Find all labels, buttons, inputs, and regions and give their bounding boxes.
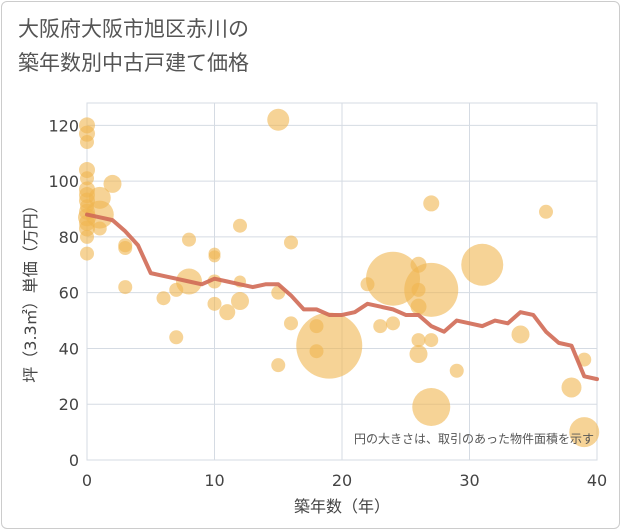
y-tick-label: 100 [48, 172, 79, 191]
data-bubble [80, 246, 94, 261]
data-bubble [80, 135, 94, 150]
x-tick-label: 10 [204, 471, 224, 490]
data-bubble [182, 232, 196, 247]
data-bubble [411, 333, 426, 348]
data-bubble [80, 229, 94, 244]
data-bubble [118, 241, 133, 256]
data-bubble [219, 304, 236, 321]
data-bubble [284, 316, 298, 331]
x-axis-label: 築年数（年） [294, 497, 390, 516]
data-bubble [360, 277, 375, 292]
data-bubble [569, 417, 600, 448]
x-tick-label: 30 [459, 471, 479, 490]
data-bubble [309, 319, 324, 334]
data-bubble [423, 195, 440, 212]
y-tick-label: 0 [69, 451, 79, 470]
data-bubble [409, 345, 428, 364]
y-tick-label: 60 [59, 284, 79, 303]
y-tick-label: 120 [48, 116, 79, 135]
data-bubble [271, 358, 286, 373]
y-tick-label: 80 [59, 228, 79, 247]
data-bubble [449, 363, 464, 378]
data-bubble [386, 316, 400, 331]
bubble-series [78, 108, 600, 448]
data-bubble [207, 296, 222, 311]
data-bubble [267, 108, 290, 131]
y-tick-label: 20 [59, 395, 79, 414]
y-tick-label: 40 [59, 339, 79, 358]
data-bubble [424, 333, 439, 348]
data-bubble [103, 174, 122, 193]
data-bubble [511, 325, 530, 344]
axis-ticks: 0 10 20 30 40 0 20 40 60 80 100 120 [48, 116, 607, 490]
trend-line [85, 212, 599, 382]
data-bubble [410, 256, 427, 273]
data-bubble [296, 312, 363, 379]
data-bubble [411, 282, 426, 297]
x-tick-label: 0 [82, 471, 92, 490]
chart-title-line-2: 築年数別中古戸建て価格 [18, 51, 249, 75]
y-axis-label: 坪（3.3㎡）単価（万円） [21, 197, 40, 382]
data-bubble [231, 292, 249, 311]
data-bubble [118, 280, 133, 295]
grid-lines [86, 102, 598, 461]
data-bubble [80, 171, 94, 186]
data-bubble [410, 298, 427, 315]
x-tick-label: 40 [587, 471, 607, 490]
data-bubble [92, 221, 107, 236]
data-bubble [80, 199, 94, 214]
data-bubble [539, 204, 553, 219]
data-bubble [169, 282, 184, 297]
data-bubble [156, 291, 171, 306]
data-bubble [233, 218, 247, 233]
data-bubble [169, 330, 184, 345]
data-bubble [412, 388, 451, 427]
chart-title: 大阪府大阪市旭区赤川の 築年数別中古戸建て価格 [18, 12, 249, 80]
data-bubble [461, 243, 504, 286]
data-bubble [309, 344, 324, 359]
x-tick-label: 20 [332, 471, 352, 490]
chart-title-line-1: 大阪府大阪市旭区赤川の [18, 17, 249, 41]
data-bubble [284, 235, 298, 250]
data-bubble [373, 319, 388, 334]
size-note: 円の大きさは、取引のあった物件面積を示す [354, 431, 594, 446]
data-bubble [208, 250, 221, 263]
data-bubble [561, 377, 582, 398]
